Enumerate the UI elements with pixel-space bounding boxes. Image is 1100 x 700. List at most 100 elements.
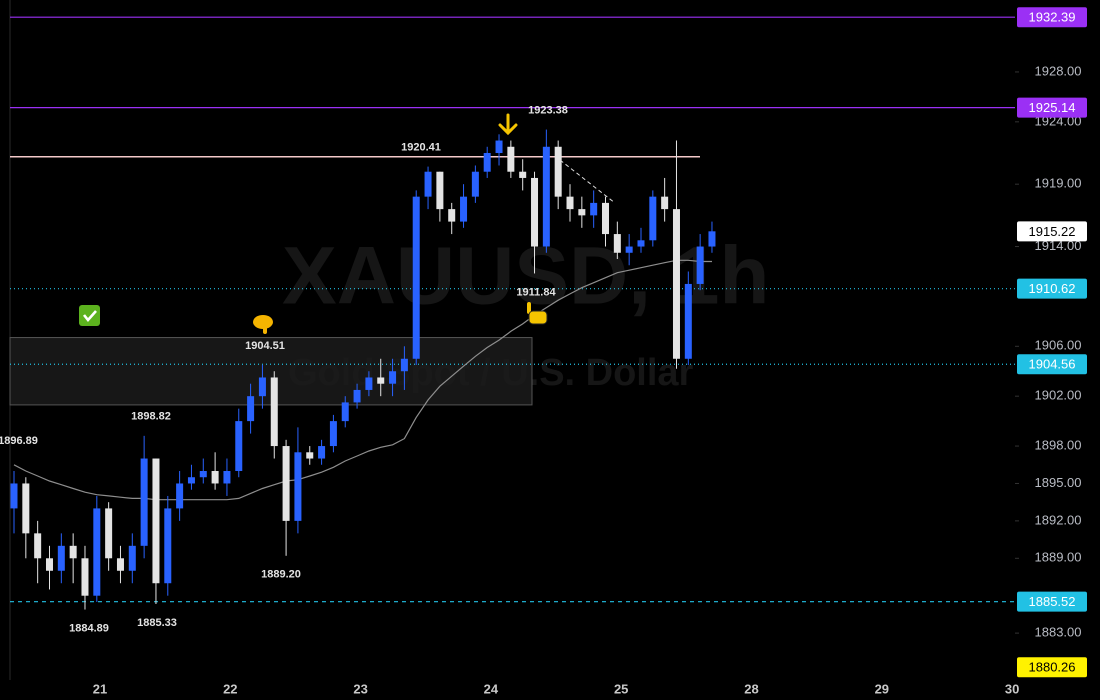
candle-body (519, 171, 527, 178)
hand-palm (528, 310, 548, 325)
y-tick-label: 1914.00 (1035, 238, 1082, 253)
price-annotation: 1911.84 (516, 286, 556, 298)
watermark-symbol: XAUUSD, 1h (282, 231, 770, 322)
candle-body (412, 196, 420, 359)
candle-body (365, 377, 373, 390)
price-annotation: 1884.89 (69, 622, 109, 634)
y-tick-label: 1928.00 (1035, 63, 1082, 78)
candle-body (22, 483, 30, 534)
candle-body (649, 196, 657, 241)
price-annotation: 1904.51 (245, 340, 285, 352)
candle-body (448, 209, 456, 222)
candle-body (590, 202, 598, 216)
candle-body (93, 508, 101, 596)
candle-body (45, 558, 53, 571)
level-label: 1910.62 (1029, 281, 1076, 296)
candle-body (211, 470, 219, 484)
level-label-box (1017, 97, 1087, 118)
level-label: 1932.39 (1029, 10, 1076, 25)
candle-body (684, 283, 692, 359)
candle-body (708, 231, 716, 247)
price-annotation: 1923.38 (528, 104, 568, 116)
candle-body (377, 377, 385, 384)
candle-body (128, 545, 136, 571)
price-labels: 1932.39 1925.14 1910.62 1904.56 1885.52 1880.… (1017, 7, 1087, 678)
candle-body (105, 508, 113, 559)
plot-area: 1920.41 1923.38 1911.84 1904.51 1898.82 1896.… (0, 16, 1015, 634)
hand-icon (527, 302, 548, 325)
level-label: 1885.52 (1029, 594, 1076, 609)
candle-body (187, 477, 195, 484)
candle-body (282, 446, 290, 521)
candle-body (424, 171, 432, 197)
level-label-box (1017, 591, 1087, 612)
candle-body (152, 458, 160, 584)
candle-body (306, 452, 314, 459)
level-label: 1880.26 (1029, 660, 1076, 675)
candle-body (294, 452, 302, 521)
candle-body (483, 153, 491, 172)
y-tick-label: 1895.00 (1035, 475, 1082, 490)
candle-body (471, 171, 479, 197)
candle-body (81, 558, 89, 596)
candle-body (270, 377, 278, 447)
candle-body (353, 389, 361, 403)
hand-finger (527, 302, 531, 314)
down-arrow (498, 113, 518, 136)
candle-body (318, 446, 326, 459)
hand-palm (253, 315, 273, 329)
candle-body (116, 558, 124, 571)
candle-body (247, 396, 255, 422)
level-label-box (1017, 278, 1087, 299)
candle-body (176, 483, 184, 509)
check-mark (82, 310, 97, 323)
candle-body (578, 209, 586, 216)
y-tick-label: 1889.00 (1035, 550, 1082, 565)
y-tick-label: 1883.00 (1035, 625, 1082, 640)
x-tick-label: 21 (93, 681, 107, 696)
candle-body (507, 146, 515, 172)
price-annotation: 1920.41 (401, 142, 441, 154)
y-tick-label: 1898.00 (1035, 437, 1082, 452)
y-tick-label: 1902.00 (1035, 388, 1082, 403)
x-tick-label: 29 (875, 681, 889, 696)
trend-line (559, 159, 616, 204)
price-annotation: 1885.33 (137, 617, 177, 629)
price-axis: 1928.001924.001919.001914.001906.001902.… (1015, 63, 1082, 640)
candle-body (542, 146, 550, 247)
candle-body (223, 470, 231, 484)
candle-body (235, 421, 243, 471)
candle-body (341, 402, 349, 422)
price-annotation: 1889.20 (261, 569, 301, 581)
candle-body (637, 240, 645, 247)
y-tick-label: 1919.00 (1035, 176, 1082, 191)
candle-body (554, 146, 562, 197)
arrow-icon (498, 113, 518, 136)
level-label: 1925.14 (1029, 100, 1076, 115)
candle-body (661, 196, 669, 210)
candle-body (199, 470, 207, 478)
x-tick-label: 24 (484, 681, 499, 696)
level-label-box (1017, 354, 1087, 375)
check-icon (79, 305, 100, 326)
y-tick-label: 1892.00 (1035, 512, 1082, 527)
last-price-label: 1915.22 (1029, 224, 1076, 239)
x-tick-label: 23 (353, 681, 367, 696)
x-tick-label: 22 (223, 681, 237, 696)
price-annotation: 1896.89 (0, 435, 38, 447)
price-annotation: 1898.82 (131, 411, 171, 423)
candle-body (495, 140, 503, 154)
candle-body (258, 377, 266, 397)
candle-body (329, 421, 337, 447)
candle-body (140, 458, 148, 546)
candle-body (672, 209, 680, 359)
candle-body (400, 358, 408, 372)
moving-average (13, 259, 712, 501)
y-tick-label: 1906.00 (1035, 338, 1082, 353)
last-price-label-box (1017, 221, 1087, 242)
hand-icon (253, 315, 273, 334)
candle-body (389, 371, 397, 384)
x-tick-label: 30 (1005, 681, 1019, 696)
